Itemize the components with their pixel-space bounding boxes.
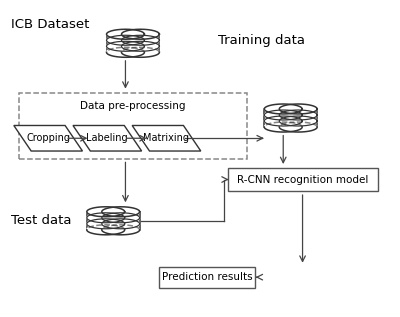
- Polygon shape: [106, 47, 144, 57]
- Text: Labeling: Labeling: [86, 133, 128, 143]
- Text: Matrixing: Matrixing: [144, 133, 190, 143]
- Polygon shape: [264, 109, 302, 127]
- Polygon shape: [87, 213, 125, 223]
- Polygon shape: [102, 207, 140, 217]
- Polygon shape: [102, 213, 140, 223]
- FancyBboxPatch shape: [158, 267, 255, 288]
- Polygon shape: [122, 34, 159, 52]
- Polygon shape: [279, 109, 317, 127]
- Text: Prediction results: Prediction results: [162, 272, 252, 282]
- Polygon shape: [14, 126, 82, 151]
- Polygon shape: [87, 225, 125, 235]
- Text: ICB Dataset: ICB Dataset: [11, 18, 89, 31]
- Text: R-CNN recognition model: R-CNN recognition model: [237, 175, 368, 184]
- Polygon shape: [279, 116, 317, 126]
- Polygon shape: [264, 122, 302, 132]
- Text: Cropping: Cropping: [26, 133, 70, 143]
- Polygon shape: [264, 104, 302, 114]
- Polygon shape: [106, 29, 144, 39]
- Polygon shape: [122, 35, 159, 45]
- Polygon shape: [264, 110, 302, 120]
- Polygon shape: [279, 110, 317, 120]
- Text: Data pre-processing: Data pre-processing: [80, 101, 186, 111]
- Polygon shape: [106, 35, 144, 45]
- Polygon shape: [87, 207, 125, 217]
- Polygon shape: [102, 212, 140, 230]
- Polygon shape: [102, 219, 140, 229]
- Polygon shape: [87, 219, 125, 229]
- Polygon shape: [73, 126, 142, 151]
- Polygon shape: [106, 34, 144, 52]
- Polygon shape: [122, 29, 159, 39]
- Polygon shape: [132, 126, 201, 151]
- Polygon shape: [264, 116, 302, 126]
- FancyBboxPatch shape: [228, 168, 378, 191]
- Text: Training data: Training data: [218, 34, 305, 47]
- Polygon shape: [87, 212, 125, 230]
- Polygon shape: [122, 47, 159, 57]
- Polygon shape: [279, 122, 317, 132]
- Polygon shape: [106, 41, 144, 51]
- Polygon shape: [279, 104, 317, 114]
- Text: Test data: Test data: [11, 214, 71, 227]
- Polygon shape: [122, 41, 159, 51]
- Polygon shape: [102, 225, 140, 235]
